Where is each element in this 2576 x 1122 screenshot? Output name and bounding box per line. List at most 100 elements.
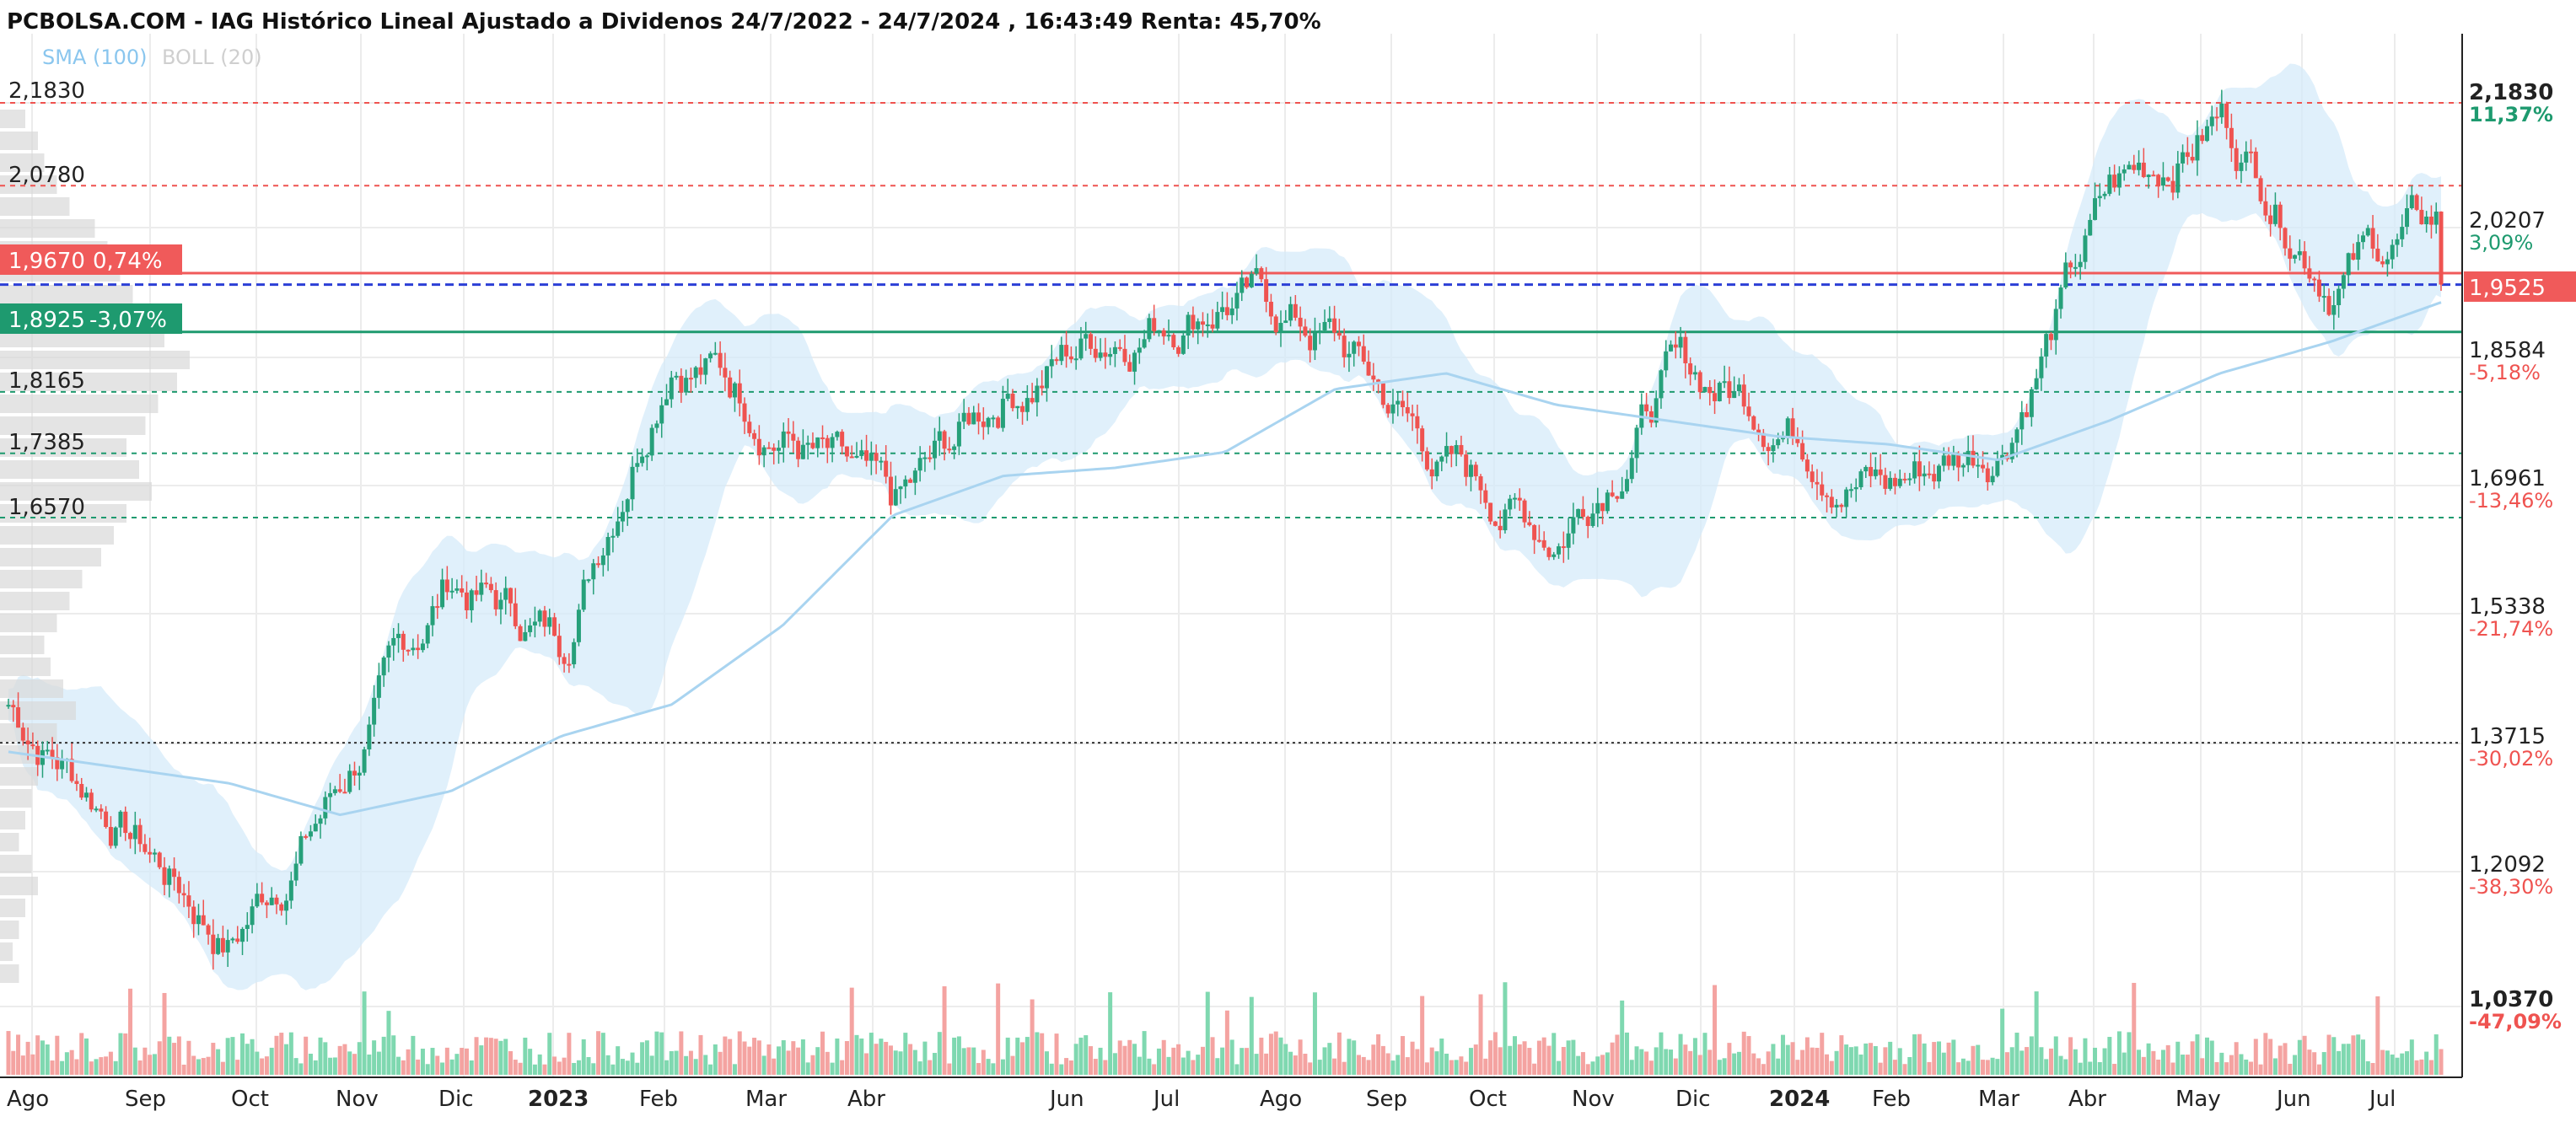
candle-body-21 bbox=[108, 827, 113, 846]
volume-profile-bar-32 bbox=[0, 811, 25, 829]
volume-bar-255 bbox=[1249, 996, 1254, 1075]
volume-bar-357 bbox=[1746, 1036, 1751, 1075]
candle-body-178 bbox=[874, 453, 879, 461]
volume-bar-462 bbox=[2258, 1064, 2263, 1075]
candle-body-142 bbox=[698, 367, 703, 375]
candle-body-157 bbox=[772, 447, 777, 451]
volume-bar-131 bbox=[644, 1040, 649, 1075]
volume-bar-3 bbox=[20, 1055, 25, 1075]
candle-body-292 bbox=[1429, 469, 1434, 477]
candle-body-321 bbox=[1571, 517, 1576, 534]
candle-body-389 bbox=[1902, 478, 1907, 480]
candle-body-252 bbox=[1234, 293, 1240, 309]
volume-bar-133 bbox=[654, 1031, 659, 1075]
candle-body-54 bbox=[269, 897, 274, 905]
volume-bar-419 bbox=[2048, 1048, 2053, 1075]
candle-body-104 bbox=[513, 603, 518, 626]
candle-body-473 bbox=[2312, 278, 2317, 281]
candle-body-463 bbox=[2263, 201, 2268, 216]
volume-bar-492 bbox=[2405, 1051, 2410, 1075]
candle-body-275 bbox=[1347, 353, 1352, 357]
volume-bar-471 bbox=[2302, 1035, 2307, 1075]
volume-bar-212 bbox=[1040, 1033, 1045, 1075]
candle-body-344 bbox=[1683, 336, 1688, 363]
volume-bar-334 bbox=[1634, 1046, 1639, 1075]
volume-profile-bar-13 bbox=[0, 395, 159, 413]
volume-bar-121 bbox=[596, 1031, 601, 1075]
volume-bar-284 bbox=[1390, 1060, 1396, 1075]
candle-body-263 bbox=[1288, 303, 1293, 321]
volume-bar-11 bbox=[60, 1060, 65, 1075]
candle-body-343 bbox=[1678, 336, 1683, 348]
volume-bar-302 bbox=[1478, 994, 1483, 1075]
volume-bar-429 bbox=[2097, 1061, 2102, 1075]
volume-bar-415 bbox=[2029, 1036, 2034, 1075]
boll-indicator-label[interactable]: BOLL (20) bbox=[162, 46, 262, 69]
volume-bar-313 bbox=[1532, 1063, 1537, 1075]
candle-body-141 bbox=[693, 367, 698, 378]
candle-body-492 bbox=[2405, 208, 2410, 228]
candle-body-167 bbox=[820, 437, 826, 439]
volume-bar-83 bbox=[411, 1035, 416, 1075]
candle-body-182 bbox=[893, 489, 898, 506]
volume-bar-241 bbox=[1180, 1057, 1186, 1075]
candle-body-150 bbox=[737, 383, 742, 404]
right-pct-47-09: -47,09% bbox=[2469, 1010, 2562, 1033]
volume-bar-496 bbox=[2424, 1051, 2429, 1075]
candle-body-487 bbox=[2380, 261, 2385, 265]
volume-bar-338 bbox=[1654, 1047, 1659, 1075]
volume-bar-402 bbox=[1966, 1060, 1971, 1075]
volume-bar-35 bbox=[176, 1036, 181, 1075]
candle-body-464 bbox=[2268, 215, 2273, 224]
volume-bar-279 bbox=[1366, 1060, 1371, 1075]
volume-bar-116 bbox=[572, 1062, 577, 1075]
volume-bar-12 bbox=[64, 1052, 69, 1075]
volume-bar-221 bbox=[1084, 1035, 1089, 1075]
candle-body-193 bbox=[947, 448, 952, 451]
bollinger-band-fill bbox=[8, 63, 2441, 990]
candle-body-188 bbox=[922, 457, 928, 459]
candle-body-64 bbox=[318, 818, 323, 824]
candle-body-325 bbox=[1590, 513, 1595, 526]
volume-bar-359 bbox=[1756, 1058, 1761, 1075]
candle-body-15 bbox=[79, 784, 84, 798]
volume-bar-320 bbox=[1566, 1040, 1571, 1075]
right-tick-1-5338: 1,5338 bbox=[2469, 594, 2546, 620]
right-pct-11-37: 11,37% bbox=[2469, 103, 2553, 126]
volume-bar-142 bbox=[698, 1034, 703, 1075]
candle-body-399 bbox=[1951, 454, 1956, 466]
candle-body-203 bbox=[996, 417, 1001, 428]
candle-body-213 bbox=[1044, 366, 1049, 389]
candle-body-223 bbox=[1093, 348, 1098, 358]
right-pct-38-30: -38,30% bbox=[2469, 875, 2553, 899]
candle-body-8 bbox=[45, 749, 50, 752]
candle-body-269 bbox=[1317, 330, 1322, 333]
volume-profile-bar-31 bbox=[0, 789, 32, 808]
candle-body-336 bbox=[1644, 404, 1649, 411]
right-pct-5-18: -5,18% bbox=[2469, 361, 2541, 384]
sma-indicator-label[interactable]: SMA (100) bbox=[42, 46, 148, 69]
volume-bar-229 bbox=[1122, 1045, 1127, 1075]
volume-bar-26 bbox=[132, 1047, 137, 1075]
candle-body-303 bbox=[1483, 490, 1488, 503]
candle-body-408 bbox=[1995, 459, 2000, 476]
candle-body-498 bbox=[2433, 212, 2439, 225]
candle-body-199 bbox=[976, 412, 981, 422]
volume-bar-389 bbox=[1902, 1064, 1907, 1075]
volume-bar-467 bbox=[2283, 1043, 2288, 1075]
volume-bar-13 bbox=[69, 1050, 74, 1075]
volume-bar-128 bbox=[630, 1052, 635, 1075]
candle-body-5 bbox=[30, 744, 35, 747]
volume-bar-482 bbox=[2356, 1034, 2361, 1075]
volume-bar-202 bbox=[991, 1063, 996, 1075]
candle-body-55 bbox=[274, 897, 279, 905]
volume-bar-323 bbox=[1580, 1052, 1585, 1075]
candle-body-90 bbox=[444, 579, 449, 593]
candle-body-219 bbox=[1073, 358, 1078, 361]
volume-profile-bar-22 bbox=[0, 592, 70, 610]
volume-bar-332 bbox=[1624, 1032, 1629, 1075]
volume-bar-472 bbox=[2307, 1050, 2312, 1075]
volume-bar-392 bbox=[1917, 1033, 1922, 1075]
volume-bar-120 bbox=[591, 1063, 596, 1075]
